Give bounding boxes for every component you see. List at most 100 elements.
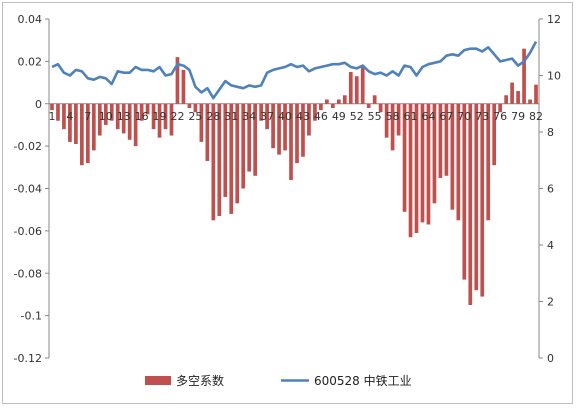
legend-line-label: 600528 中铁工业 [314, 373, 412, 388]
bar [115, 103, 120, 130]
x-tick-label: 10 [99, 110, 113, 123]
x-tick-label: 49 [332, 110, 346, 123]
bar [438, 103, 443, 178]
x-tick-label: 4 [66, 110, 73, 123]
bar [325, 99, 329, 104]
bar [217, 103, 222, 217]
bar [528, 99, 532, 104]
left-tick-label: -0.1 [21, 310, 42, 323]
bar [121, 103, 126, 134]
bar [510, 82, 514, 104]
bar [408, 103, 413, 238]
x-tick-label: 82 [529, 110, 543, 123]
bar [534, 84, 538, 104]
bar [127, 103, 132, 140]
right-tick-label: 8 [547, 126, 554, 139]
x-tick-labels: 1 4 7 10 13 16 19 22 25 28 31 34 37 40 43 46 49 52 55 58 61 6… [48, 110, 543, 123]
bar [301, 103, 305, 157]
bar [474, 103, 479, 291]
bar [307, 103, 311, 136]
bar [223, 103, 228, 197]
bar [187, 103, 192, 108]
x-tick-label: 61 [404, 110, 418, 123]
bar [498, 103, 503, 113]
bar [271, 103, 275, 149]
bar [50, 103, 54, 111]
x-tick-label: 67 [439, 110, 453, 123]
bar [462, 103, 467, 280]
bar [420, 103, 425, 223]
bar [456, 103, 461, 221]
x-tick-label: 73 [475, 110, 489, 123]
x-tick-label: 70 [457, 110, 471, 123]
chart-frame: 0.04 0.02 0 -0.02 -0.04 -0.06 -0.08 -0.1 -0.12 12… [2, 2, 573, 404]
bar [390, 103, 395, 151]
bar [450, 103, 455, 210]
right-tick-label: 4 [547, 239, 554, 252]
bar [181, 69, 186, 104]
bar [432, 103, 437, 204]
chart-svg: 0.040.020-0.02-0.04-0.06-0.08-0.1-0.1212… [14, 13, 561, 388]
bar [289, 103, 293, 181]
right-tick-label: 0 [547, 352, 554, 365]
x-tick-label: 37 [260, 110, 274, 123]
x-tick-label: 16 [135, 110, 149, 123]
legend-bar-label: 多空系数 [176, 373, 224, 388]
legend: 多空系数 600528 中铁工业 [145, 373, 412, 388]
bar [68, 103, 72, 142]
line-series [51, 40, 538, 100]
left-tick-label: -0.04 [14, 183, 42, 196]
bar [97, 103, 102, 136]
bar [259, 103, 263, 121]
bar [265, 103, 269, 130]
left-tick-label: -0.12 [14, 352, 42, 365]
bar [85, 103, 90, 164]
x-tick-label: 31 [224, 110, 238, 123]
bar [133, 103, 138, 147]
legend-bar-swatch [145, 376, 171, 385]
left-tick-label: -0.08 [14, 267, 42, 280]
bar [205, 103, 210, 161]
x-tick-label: 7 [84, 110, 91, 123]
x-tick-label: 13 [117, 110, 131, 123]
bar [283, 103, 287, 151]
bar [109, 103, 114, 121]
bar-series [50, 48, 538, 306]
price-line [51, 40, 538, 100]
bar [74, 103, 78, 145]
x-tick-label: 58 [386, 110, 400, 123]
bar [342, 95, 347, 104]
bar [211, 103, 216, 221]
bar [253, 103, 258, 176]
bar [145, 103, 150, 115]
bar [241, 103, 246, 189]
x-tick-label: 46 [314, 110, 328, 123]
bar [175, 57, 180, 104]
bar [402, 103, 407, 212]
bar [516, 91, 520, 104]
bar [378, 103, 383, 113]
bar [277, 103, 281, 155]
x-tick-label: 25 [188, 110, 202, 123]
bar [354, 76, 359, 104]
bar [91, 103, 96, 151]
bar [372, 95, 377, 104]
left-tick-label: 0.04 [18, 13, 43, 26]
bar [151, 103, 156, 130]
bar [522, 48, 526, 104]
bar [313, 103, 317, 121]
bar [426, 103, 431, 225]
x-tick-label: 76 [493, 110, 507, 123]
bar [199, 103, 204, 142]
bar [163, 103, 168, 130]
right-tick-label: 2 [547, 296, 554, 309]
bar [169, 103, 174, 136]
bar [139, 103, 144, 121]
bar [62, 103, 66, 130]
bar [468, 103, 473, 306]
x-tick-label: 55 [368, 110, 382, 123]
bar [360, 65, 365, 104]
right-tick-label: 12 [547, 13, 561, 26]
bar [235, 103, 240, 204]
x-tick-label: 19 [153, 110, 167, 123]
